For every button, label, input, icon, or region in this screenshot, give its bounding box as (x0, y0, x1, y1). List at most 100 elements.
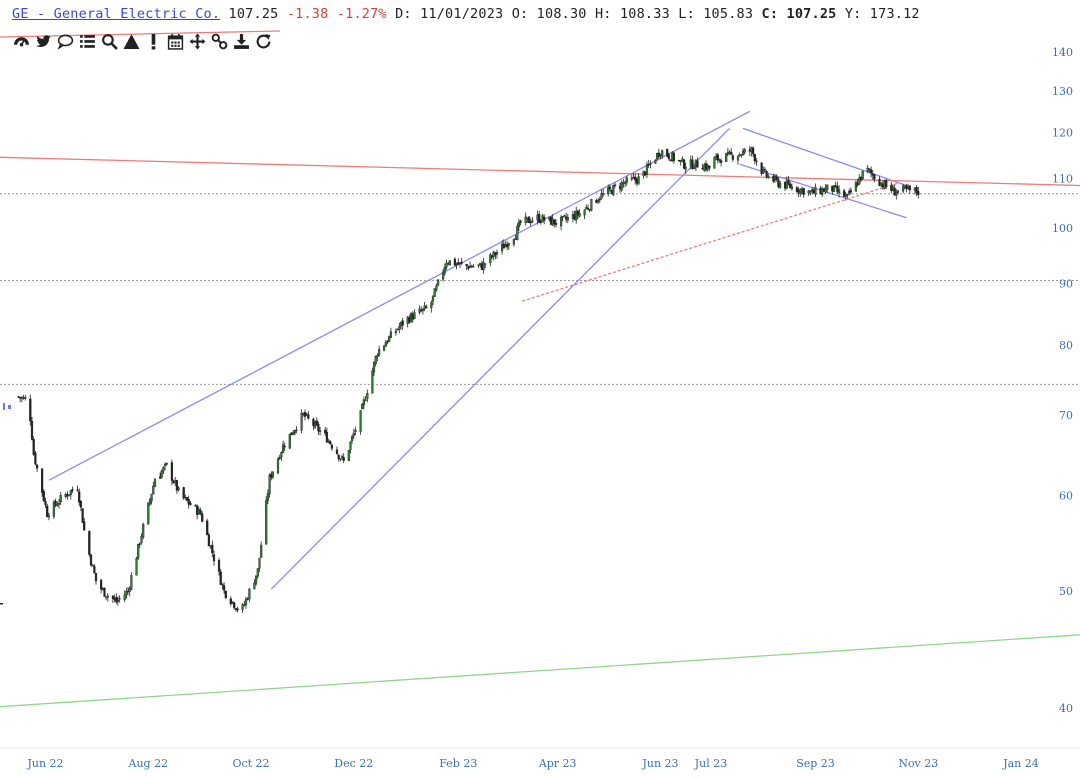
candle-body (915, 186, 918, 193)
candle-body (388, 336, 391, 342)
candle-body (586, 208, 590, 210)
y-tick-label: 110 (1052, 172, 1073, 185)
candle-body (517, 221, 520, 228)
candle-body (116, 600, 119, 602)
candle-body (361, 404, 364, 410)
candle-body (219, 571, 222, 585)
candle-body (170, 462, 173, 481)
move-icon[interactable] (188, 31, 207, 51)
candle-body (374, 356, 377, 364)
candle-body (598, 199, 601, 201)
candle-body (607, 187, 610, 195)
exclamation-icon[interactable] (144, 31, 163, 51)
candle-body (576, 210, 579, 216)
candle-body (854, 181, 857, 192)
candle-body (802, 188, 805, 195)
candle-body (560, 216, 563, 227)
candle-body (718, 158, 721, 161)
red-trendline[interactable] (522, 182, 899, 302)
x-tick-label: Dec 22 (334, 757, 373, 770)
blue-trendline[interactable] (742, 127, 907, 187)
candle-body (507, 243, 510, 246)
dashboard-icon[interactable] (12, 31, 31, 51)
blue-trendline[interactable] (48, 110, 751, 481)
candle-body (720, 160, 723, 163)
candle-body (163, 463, 167, 467)
candle-body (554, 222, 558, 225)
candle-body (814, 186, 817, 195)
comment-icon[interactable] (56, 31, 75, 51)
candle-body (130, 575, 133, 590)
candle-body (69, 490, 72, 496)
candle-body (52, 501, 55, 517)
high-label: H: (594, 6, 612, 22)
y-axis: 40 50 60 70 80 90 100 110 120 130 140 (1052, 46, 1073, 715)
blue-trendline[interactable] (270, 127, 730, 590)
list-icon[interactable] (78, 31, 97, 51)
candle-body (224, 590, 227, 599)
candle-body (448, 260, 451, 266)
candle-body (260, 544, 263, 558)
y-tick-label: 60 (1059, 490, 1073, 503)
candle-body (666, 149, 669, 157)
candle-body (516, 226, 519, 240)
candle-body (578, 213, 581, 217)
candle-body (89, 554, 93, 566)
candle-body (376, 355, 379, 358)
y-tick-label: 40 (1059, 702, 1073, 715)
candle-body (809, 190, 812, 193)
calendar-icon[interactable] (166, 31, 185, 51)
candle-body (148, 499, 152, 504)
candle-body (266, 493, 269, 502)
green-trendline[interactable] (0, 634, 1080, 708)
candle-body (753, 154, 756, 162)
candle-body (543, 216, 546, 221)
candle-body (575, 210, 578, 221)
candle-body (775, 176, 778, 180)
candle-body (280, 452, 283, 458)
candle-body (752, 147, 755, 154)
candle-body (236, 608, 239, 611)
candle-body (495, 251, 499, 255)
y-tick-label: 70 (1059, 409, 1073, 422)
candle-body (325, 432, 328, 443)
candle-body (138, 543, 141, 545)
candle-body (265, 500, 268, 545)
download-icon[interactable] (232, 31, 251, 51)
candle-body (335, 449, 339, 455)
candle-body (465, 264, 468, 267)
symbol-link[interactable]: GE - General Electric Co. (12, 6, 221, 22)
candle-body (41, 468, 44, 493)
triangle-up-icon[interactable] (122, 31, 141, 51)
candle-body (371, 370, 374, 394)
candle-body (103, 587, 106, 597)
candle-body (893, 188, 896, 196)
candle-body (661, 150, 664, 157)
link-icon[interactable] (210, 31, 229, 51)
candle-body (421, 308, 424, 312)
x-tick-label: Apr 23 (538, 757, 577, 770)
candle-body (337, 454, 340, 459)
candle-body (47, 515, 50, 518)
candle-body (630, 177, 633, 180)
candle-body (189, 502, 192, 506)
candle-body (755, 160, 758, 162)
red-trendline[interactable] (0, 156, 1080, 187)
candle-body (288, 433, 291, 449)
y-label: Y: (844, 6, 862, 22)
candle-body (713, 157, 716, 169)
candle-body (187, 499, 190, 505)
candle-body (789, 183, 792, 188)
high-value: 108.33 (619, 6, 670, 22)
candle-body (425, 306, 428, 309)
candle-body (767, 175, 770, 178)
twitter-icon[interactable] (34, 31, 53, 51)
search-icon[interactable] (100, 31, 119, 51)
refresh-icon[interactable] (254, 31, 273, 51)
candle-body (624, 182, 627, 184)
candle-body (364, 399, 367, 401)
candle-body (111, 595, 114, 600)
candle-body (885, 180, 888, 187)
candle-body (271, 471, 274, 478)
